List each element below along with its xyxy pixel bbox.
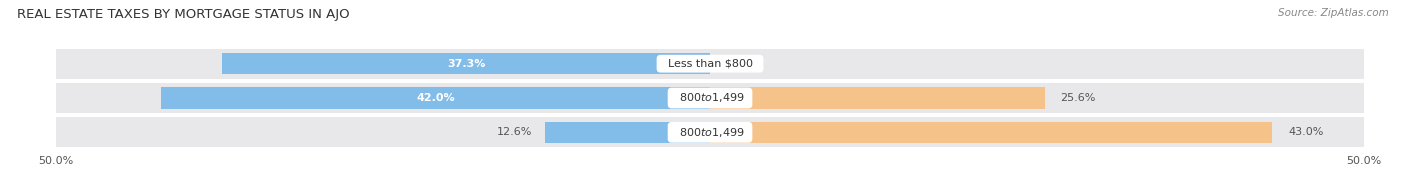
Text: $800 to $1,499: $800 to $1,499 <box>672 92 748 104</box>
Bar <box>56 83 1364 113</box>
Bar <box>710 122 1272 143</box>
Text: 37.3%: 37.3% <box>447 59 485 69</box>
Bar <box>222 53 710 74</box>
Text: Less than $800: Less than $800 <box>661 59 759 69</box>
Text: 25.6%: 25.6% <box>1060 93 1095 103</box>
Bar <box>546 122 710 143</box>
Text: $800 to $1,499: $800 to $1,499 <box>672 126 748 139</box>
Text: REAL ESTATE TAXES BY MORTGAGE STATUS IN AJO: REAL ESTATE TAXES BY MORTGAGE STATUS IN … <box>17 8 350 21</box>
Text: 0.0%: 0.0% <box>725 59 754 69</box>
Bar <box>710 87 1045 109</box>
Bar <box>56 49 1364 79</box>
Text: 12.6%: 12.6% <box>496 127 533 137</box>
Text: 42.0%: 42.0% <box>416 93 454 103</box>
Text: 43.0%: 43.0% <box>1288 127 1323 137</box>
Bar <box>160 87 710 109</box>
Text: Source: ZipAtlas.com: Source: ZipAtlas.com <box>1278 8 1389 18</box>
Bar <box>56 117 1364 147</box>
